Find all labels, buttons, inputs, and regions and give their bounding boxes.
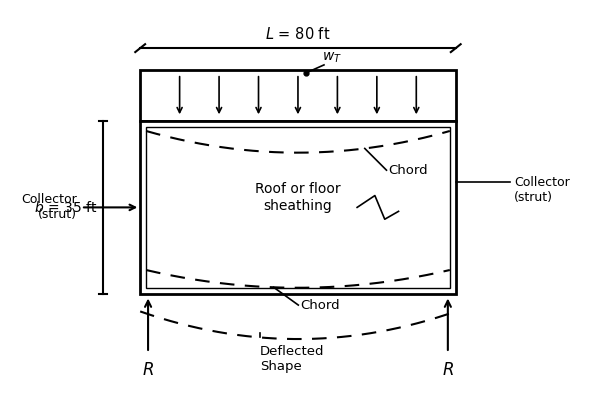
Text: $R$: $R$: [442, 361, 454, 379]
Text: Collector
(strut): Collector (strut): [514, 176, 570, 204]
Text: Chord: Chord: [300, 298, 340, 312]
Text: $R$: $R$: [142, 361, 154, 379]
Text: Chord: Chord: [388, 164, 428, 177]
Text: Roof or floor
sheathing: Roof or floor sheathing: [255, 182, 341, 213]
Text: $L$ = 80 ft: $L$ = 80 ft: [266, 26, 331, 42]
Text: $b$ = 35 ft: $b$ = 35 ft: [34, 200, 98, 215]
Bar: [146, 127, 450, 288]
Bar: [140, 70, 455, 121]
Bar: [140, 121, 455, 294]
Text: Collector
(strut): Collector (strut): [21, 193, 77, 221]
Text: Deflected
Shape: Deflected Shape: [260, 345, 324, 373]
Text: $w_T$: $w_T$: [322, 50, 342, 65]
